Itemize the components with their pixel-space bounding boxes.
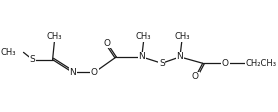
Text: CH₂CH₃: CH₂CH₃	[245, 59, 276, 68]
Text: O: O	[192, 72, 199, 81]
Text: CH₃: CH₃	[136, 32, 151, 41]
Text: CH₃: CH₃	[47, 32, 62, 41]
Text: S: S	[159, 59, 165, 68]
Text: CH₃: CH₃	[1, 48, 16, 57]
Text: N: N	[138, 52, 145, 61]
Text: O: O	[91, 68, 98, 77]
Text: S: S	[30, 55, 36, 64]
Text: N: N	[177, 52, 183, 61]
Text: N: N	[69, 68, 76, 77]
Text: O: O	[222, 59, 229, 68]
Text: CH₃: CH₃	[174, 32, 190, 41]
Text: O: O	[104, 39, 111, 48]
